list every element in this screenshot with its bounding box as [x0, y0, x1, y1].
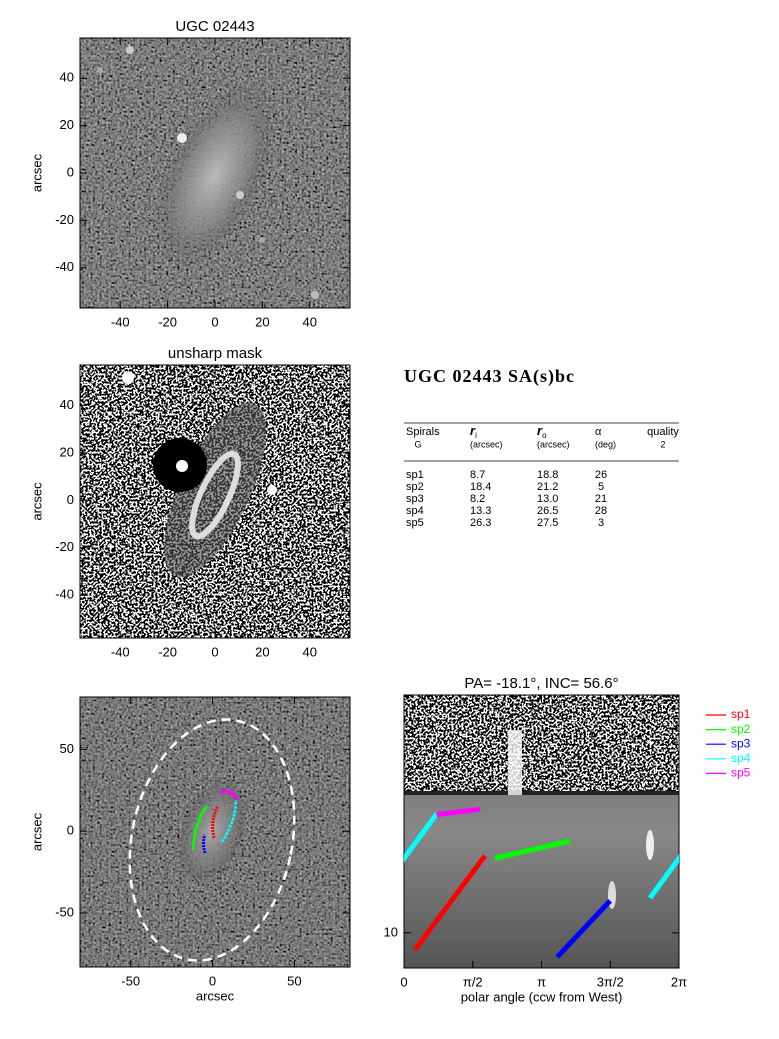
table-subheader: (arcsec)	[537, 439, 570, 449]
x-tick-label: π/2	[463, 974, 483, 989]
table-cell: sp3	[406, 493, 424, 505]
table-header: ri	[470, 423, 477, 440]
legend-label: sp5	[731, 766, 751, 780]
table-cell: 28	[595, 505, 607, 517]
spiral-segment	[412, 854, 487, 952]
x-tick-label: -40	[111, 644, 130, 659]
polar-image	[404, 695, 679, 968]
spiral-segment	[436, 806, 481, 818]
table-cell: 21	[595, 493, 607, 505]
y-tick-label: -40	[55, 259, 74, 274]
table-cell: sp2	[406, 481, 424, 493]
table-cell: 26	[595, 469, 607, 481]
y-axis-label: arcsec	[29, 812, 44, 851]
x-tick-label: 2π	[671, 974, 687, 989]
legend-label: sp4	[731, 751, 751, 765]
y-tick-label: -50	[55, 904, 74, 919]
spiral-segments	[404, 806, 679, 959]
table-subheader: (deg)	[595, 439, 616, 449]
y-tick-label: 50	[60, 741, 74, 756]
chart-title: PA= -18.1°, INC= 56.6°	[464, 675, 618, 692]
table-cell: 26.5	[537, 505, 558, 517]
table-cell: 8.7	[470, 469, 485, 481]
x-tick-label: 20	[255, 314, 269, 329]
y-tick-label: -40	[55, 587, 74, 602]
x-tick-label: 0	[211, 644, 218, 659]
x-tick-label: 20	[255, 644, 269, 659]
table-cell: 21.2	[537, 481, 558, 493]
y-tick-label: 20	[60, 117, 74, 132]
x-tick-label: -20	[158, 314, 177, 329]
y-tick-label: 40	[60, 397, 74, 412]
table-cell: 3	[598, 517, 604, 529]
table-header: Spirals	[406, 426, 440, 438]
legend-label: sp3	[731, 736, 751, 750]
y-axis-label: arcsec	[29, 482, 44, 521]
table-cell: 18.4	[470, 481, 491, 493]
x-tick-label: 0	[209, 973, 216, 988]
header-subscript: o	[542, 431, 547, 440]
x-axis-label: polar angle (ccw from West)	[461, 989, 623, 1004]
table-header: quality	[647, 426, 679, 438]
frame	[79, 696, 351, 968]
x-tick-label: 50	[287, 973, 301, 988]
x-tick-label: 3π/2	[597, 974, 624, 989]
spiral-segment	[555, 899, 612, 959]
header-symbol: r	[470, 423, 476, 438]
header-symbol: r	[537, 423, 543, 438]
y-tick-label: 40	[60, 70, 74, 85]
spiral-segment-wrap	[404, 812, 439, 863]
spiral-segment	[494, 838, 571, 861]
table-cell: sp5	[406, 517, 424, 529]
table-cell: 13.0	[537, 493, 558, 505]
table-cell: 26.3	[470, 517, 491, 529]
table-subheader: 2	[660, 439, 665, 449]
table-subheader: G	[414, 439, 421, 449]
x-tick-label: 40	[303, 314, 317, 329]
table-cell: 5	[598, 481, 604, 493]
table-cell: 18.8	[537, 469, 558, 481]
table-header: ro	[537, 423, 547, 440]
x-tick-label: 40	[303, 644, 317, 659]
header-subscript: i	[475, 431, 477, 440]
table-cell: 27.5	[537, 517, 558, 529]
table-subheader: (arcsec)	[470, 439, 503, 449]
legend-label: sp2	[731, 722, 751, 736]
legend-label: sp1	[731, 707, 751, 721]
table-title: UGC 02443 SA(s)bc	[404, 366, 575, 387]
y-tick-label: 0	[67, 164, 74, 179]
y-axis-label: arcsec	[29, 153, 44, 192]
x-tick-label: 0	[211, 314, 218, 329]
overlay-image	[80, 697, 350, 967]
galaxy-image	[80, 38, 350, 308]
chart-title: unsharp mask	[168, 345, 263, 362]
x-tick-label: -50	[121, 973, 140, 988]
table-cell: sp1	[406, 469, 424, 481]
chart-title: UGC 02443	[175, 18, 254, 35]
table-header: α	[595, 426, 602, 438]
x-tick-label: -20	[158, 644, 177, 659]
table-cell: 13.3	[470, 505, 491, 517]
x-tick-label: 0	[400, 974, 407, 989]
spiral-segment	[647, 854, 679, 900]
x-axis-label: arcsec	[196, 988, 235, 1003]
y-tick-label: -20	[55, 539, 74, 554]
y-tick-label: 20	[60, 444, 74, 459]
y-tick-label: 0	[67, 492, 74, 507]
x-tick-label: -40	[111, 314, 130, 329]
table-cell: sp4	[406, 505, 424, 517]
y-tick-label: 10	[384, 924, 398, 939]
table-cell: 8.2	[470, 493, 485, 505]
x-tick-label: π	[537, 974, 546, 989]
y-tick-label: 0	[67, 823, 74, 838]
y-tick-label: -20	[55, 212, 74, 227]
unsharp-image	[80, 365, 350, 638]
